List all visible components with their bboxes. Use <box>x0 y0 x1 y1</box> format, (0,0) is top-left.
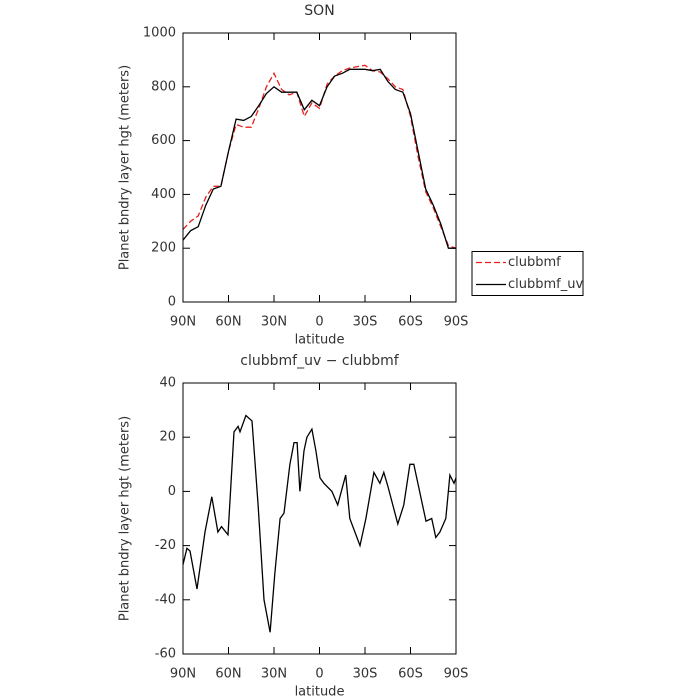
x-tick-label: 30S <box>353 667 378 682</box>
y-tick-label: 0 <box>168 484 176 499</box>
y-tick-label: 400 <box>151 187 176 202</box>
legend-box <box>471 251 584 296</box>
series-line <box>182 68 456 249</box>
chart-title: clubbmf_uv − clubbmf <box>240 353 399 369</box>
plot-frame <box>182 382 457 655</box>
series-line <box>182 64 457 249</box>
y-tick-label: 600 <box>151 133 176 148</box>
chart-title: SON <box>304 3 334 19</box>
x-tick-label: 60S <box>398 667 423 682</box>
y-tick-label: 20 <box>159 430 176 445</box>
x-tick-label: 60N <box>215 315 241 330</box>
x-tick-label: 90S <box>444 315 469 330</box>
x-tick-label: 30N <box>261 315 287 330</box>
x-axis-label: latitude <box>295 333 345 348</box>
y-tick-label: 800 <box>151 79 176 94</box>
x-tick-label: 60S <box>398 315 423 330</box>
y-tick-label: -20 <box>155 538 176 553</box>
y-tick-label: -60 <box>155 647 176 662</box>
x-tick-label: 30S <box>353 315 378 330</box>
series-line <box>182 414 457 633</box>
plot-frame <box>182 32 457 303</box>
x-tick-label: 90S <box>444 667 469 682</box>
y-tick-label: -40 <box>155 592 176 607</box>
legend-label: clubbmf <box>508 255 561 270</box>
y-tick-label: 1000 <box>143 26 176 41</box>
y-tick-label: 200 <box>151 241 176 256</box>
x-tick-label: 0 <box>315 667 323 682</box>
x-tick-label: 60N <box>215 667 241 682</box>
y-tick-label: 0 <box>168 295 176 310</box>
x-tick-label: 90N <box>170 667 196 682</box>
x-tick-label: 30N <box>261 667 287 682</box>
y-axis-label: Planet bndry layer hgt (meters) <box>118 416 133 621</box>
x-axis-label: latitude <box>295 685 345 700</box>
legend-label: clubbmf_uv <box>508 277 583 292</box>
x-tick-label: 90N <box>170 315 196 330</box>
x-tick-label: 0 <box>315 315 323 330</box>
y-tick-label: 40 <box>159 376 176 391</box>
y-axis-label: Planet bndry layer hgt (meters) <box>118 65 133 270</box>
